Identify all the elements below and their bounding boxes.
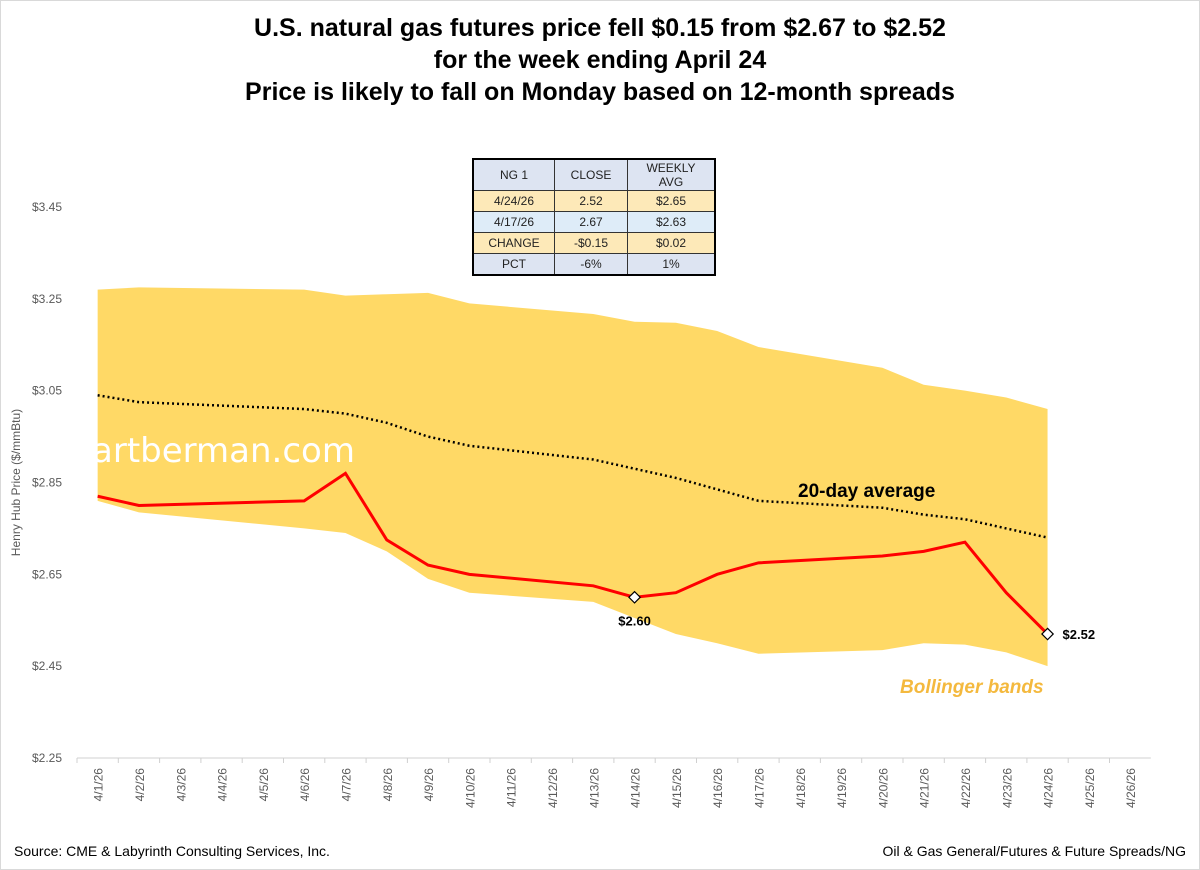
x-tick-label: 4/7/26 (339, 768, 353, 802)
table-cell: $2.65 (627, 190, 716, 212)
y-tick-label: $2.25 (32, 751, 62, 765)
x-tick-label: 4/26/26 (1124, 768, 1138, 808)
data-point-marker (1041, 627, 1055, 641)
table-cell: -$0.15 (554, 232, 628, 254)
table-cell: $0.02 (627, 232, 716, 254)
x-tick-label: 4/10/26 (463, 768, 477, 808)
table-header-row: NG 1 CLOSE WEEKLY AVG (472, 158, 716, 191)
table-row: 4/24/26 2.52 $2.65 (472, 190, 716, 212)
table-cell: CHANGE (472, 232, 555, 254)
stats-table: NG 1 CLOSE WEEKLY AVG 4/24/26 2.52 $2.65… (472, 158, 716, 276)
y-tick-label: $2.45 (32, 659, 62, 673)
table-header: NG 1 (472, 158, 555, 191)
x-tick-label: 4/11/26 (505, 768, 519, 807)
x-tick-label: 4/8/26 (381, 768, 395, 802)
table-row: PCT -6% 1% (472, 253, 716, 276)
x-tick-label: 4/12/26 (546, 768, 560, 808)
data-label: $2.60 (618, 613, 651, 628)
table-row: 4/17/26 2.67 $2.63 (472, 211, 716, 233)
chart-title-line-2: for the week ending April 24 (433, 46, 767, 74)
x-tick-label: 4/9/26 (422, 768, 436, 802)
y-axis-label: Henry Hub Price ($/mmBtu) (9, 409, 23, 556)
bollinger-series-label: Bollinger bands (900, 677, 1044, 698)
table-header: WEEKLY AVG (627, 158, 716, 191)
x-tick-label: 4/23/26 (1000, 768, 1014, 808)
table-cell: 4/24/26 (472, 190, 555, 212)
table-cell: 2.52 (554, 190, 628, 212)
x-tick-label: 4/24/26 (1042, 768, 1056, 808)
x-tick-label: 4/3/26 (174, 768, 188, 802)
table-cell: 2.67 (554, 211, 628, 233)
table-header: CLOSE (554, 158, 628, 191)
x-tick-label: 4/16/26 (711, 768, 725, 808)
y-tick-label: $2.85 (32, 476, 62, 490)
watermark: artberman.com (92, 431, 355, 471)
y-tick-label: $3.45 (32, 200, 62, 214)
y-tick-label: $3.25 (32, 292, 62, 306)
x-tick-label: 4/18/26 (794, 768, 808, 808)
x-tick-label: 4/21/26 (918, 768, 932, 808)
x-tick-label: 4/15/26 (670, 768, 684, 808)
x-tick-label: 4/17/26 (752, 768, 766, 808)
bollinger-band-area (97, 287, 1048, 667)
chart-title-line-3: Price is likely to fall on Monday based … (245, 78, 955, 106)
table-cell: PCT (472, 253, 555, 276)
table-cell: $2.63 (627, 211, 716, 233)
y-tick-label: $2.65 (32, 567, 62, 581)
x-tick-label: 4/6/26 (298, 768, 312, 802)
x-tick-label: 4/2/26 (133, 768, 147, 802)
y-tick-label: $3.05 (32, 384, 62, 398)
table-row: CHANGE -$0.15 $0.02 (472, 232, 716, 254)
average-line (97, 394, 1048, 539)
x-tick-label: 4/19/26 (835, 768, 849, 808)
x-tick-label: 4/14/26 (629, 768, 643, 808)
file-path-note: Oil & Gas General/Futures & Future Sprea… (882, 843, 1186, 859)
data-point-marker (628, 590, 642, 604)
data-label: $2.52 (1063, 627, 1096, 642)
x-tick-label: 4/25/26 (1083, 768, 1097, 808)
table-cell: -6% (554, 253, 628, 276)
x-tick-label: 4/5/26 (257, 768, 271, 802)
x-tick-label: 4/1/26 (92, 768, 106, 802)
x-tick-label: 4/4/26 (216, 768, 230, 802)
x-tick-label: 4/22/26 (959, 768, 973, 808)
table-cell: 1% (627, 253, 716, 276)
table-cell: 4/17/26 (472, 211, 555, 233)
x-tick-label: 4/13/26 (587, 768, 601, 808)
chart-title-line-1: U.S. natural gas futures price fell $0.1… (254, 14, 946, 42)
x-tick-label: 4/20/26 (876, 768, 890, 808)
source-note: Source: CME & Labyrinth Consulting Servi… (14, 843, 330, 859)
average-series-label: 20-day average (798, 481, 935, 502)
